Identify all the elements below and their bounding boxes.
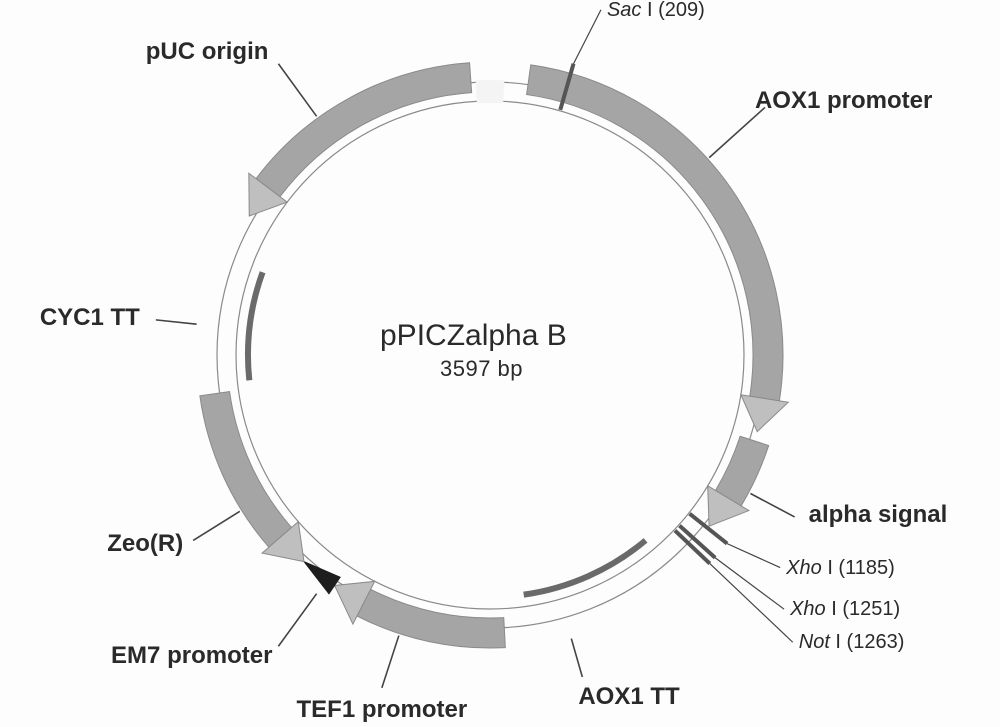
- plasmid-name: pPICZalpha B: [380, 319, 567, 352]
- notI_1263-label: Not I (1263): [799, 631, 905, 653]
- alpha_signal-leader: [750, 493, 794, 516]
- zeoR-label: Zeo(R): [107, 531, 183, 557]
- em7_promoter-leader: [278, 594, 316, 647]
- tef1_promoter-label: TEF1 promoter: [297, 697, 468, 723]
- alpha_signal-label: alpha signal: [809, 502, 948, 528]
- tef1_promoter: [357, 589, 505, 648]
- cyc1_tt-leader: [156, 320, 197, 324]
- em7_promoter-label: EM7 promoter: [111, 643, 272, 669]
- tef1_promoter-leader: [382, 636, 399, 688]
- cyc1_tt: [248, 272, 263, 380]
- sacI_209-label: Sac I (209): [607, 0, 705, 21]
- xhoI_1185-leader: [727, 544, 780, 568]
- em7_promoter: [304, 562, 340, 594]
- zeoR: [200, 392, 292, 548]
- puc_origin-label: pUC origin: [146, 39, 269, 65]
- sacI_209-leader: [574, 10, 601, 64]
- cyc1_tt-label: CYC1 TT: [40, 305, 140, 331]
- aox1_promoter-label: AOX1 promoter: [755, 88, 932, 114]
- xhoI_1251-label: Xho I (1251): [790, 598, 900, 620]
- aox1_tt-label: AOX1 TT: [578, 684, 679, 710]
- aox1_tt: [524, 540, 646, 594]
- aox1_promoter-leader: [709, 107, 765, 157]
- aox1_promoter-arrowhead: [741, 395, 788, 432]
- notI_1263-leader: [710, 564, 793, 643]
- zeoR-leader: [193, 511, 240, 540]
- plasmid-size: 3597 bp: [440, 357, 523, 381]
- xhoI_1185-label: Xho I (1185): [786, 557, 895, 579]
- puc_origin: [256, 63, 472, 197]
- aox1_tt-leader: [571, 639, 582, 677]
- puc_origin-leader: [278, 64, 316, 117]
